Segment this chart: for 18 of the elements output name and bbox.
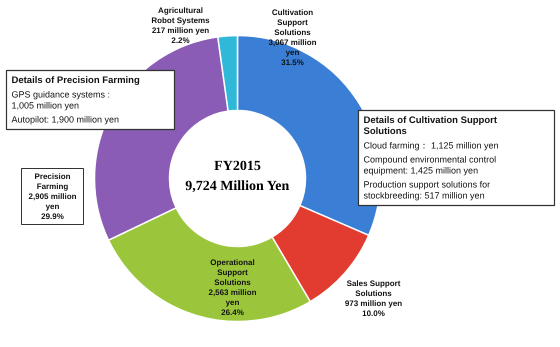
text: 9,724 Million Yen bbox=[185, 179, 290, 194]
slice-label: Operational Support Solutions bbox=[210, 258, 255, 287]
text: Details of Precision Farming bbox=[12, 75, 140, 86]
slice-label: Agricultural Robot Systems bbox=[151, 6, 210, 25]
text: FY2015 bbox=[214, 159, 261, 174]
text: Cloud farming： 1,125 million yen bbox=[364, 140, 499, 150]
slice-label: Sales Support Solutions bbox=[346, 279, 401, 298]
data-label: 973 million yen 10.0% bbox=[344, 299, 402, 318]
text: Compound environmental control equipment: 1,425 million yen bbox=[364, 154, 496, 176]
text: Details of Cultivation Support Solutions bbox=[364, 115, 498, 137]
text: GPS guidance systems : 1,005 million yen bbox=[12, 90, 110, 110]
text: Autopilot: 1,900 million yen bbox=[12, 114, 120, 124]
slice-label: Precision Farming bbox=[34, 172, 71, 191]
slice-label: Cultivation Support Solutions bbox=[272, 8, 314, 37]
data-label: 2,905 million yen 29.9% bbox=[28, 192, 77, 221]
text: Production support solutions for stockbreeding: 517 million yen bbox=[364, 180, 490, 200]
data-label: 2,563 million yen 26.4% bbox=[208, 288, 257, 317]
data-label: 217 million yen 2.2% bbox=[152, 26, 210, 45]
